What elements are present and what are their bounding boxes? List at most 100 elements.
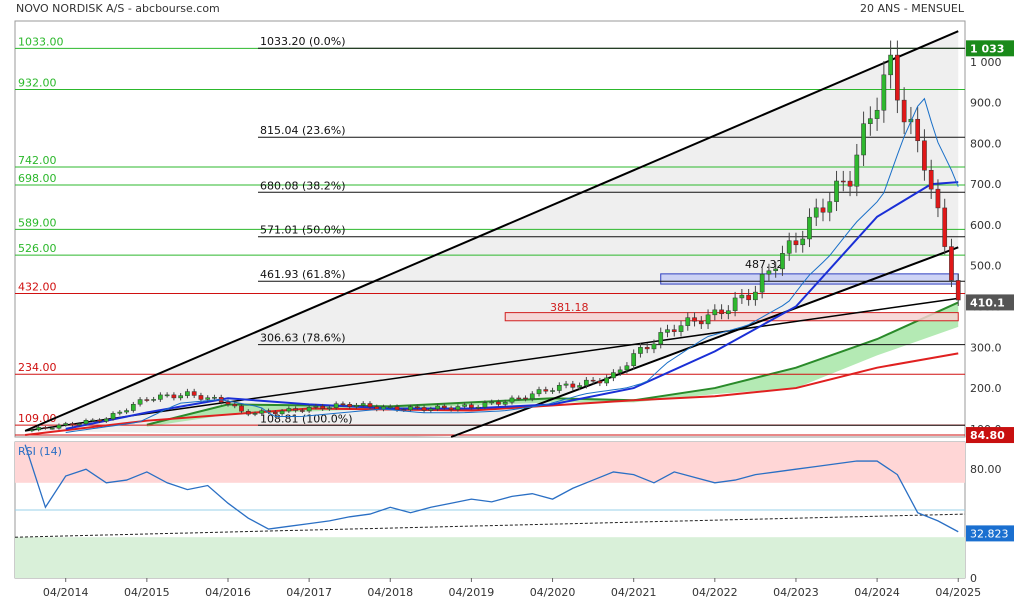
x-axis: 04/2014 04/2015 04/2016 04/2017 04/2018 04/20… [43, 578, 981, 599]
ichimoku-line [65, 97, 959, 433]
candle [644, 347, 650, 350]
candle [847, 180, 853, 187]
candle [813, 207, 819, 218]
candle [171, 394, 177, 399]
ma26-line [65, 181, 959, 430]
ma200-line [25, 352, 959, 436]
candle [313, 405, 319, 408]
candle [820, 207, 826, 213]
x-tick-label: 04/2024 [854, 586, 900, 599]
red-level-label: 109.00 [18, 412, 57, 425]
channel-shading [25, 31, 959, 438]
candle [719, 309, 724, 315]
candle [935, 188, 941, 209]
candle [611, 372, 616, 379]
candle [786, 240, 792, 254]
candle [387, 406, 393, 408]
candle [151, 399, 156, 401]
x-tick-label: 04/2023 [773, 586, 819, 599]
candle [840, 180, 846, 183]
candle [942, 207, 948, 247]
candle [516, 397, 522, 400]
candle [327, 407, 332, 409]
candle [631, 353, 637, 366]
candle [800, 238, 806, 246]
fib-level-label: 680.08 (38.2%) [260, 179, 346, 192]
candle [624, 365, 630, 371]
fib-level-label: 108.81 (100.0%) [260, 412, 353, 425]
channel-upper-line [24, 30, 959, 432]
y-tick-label: 800.0 [970, 137, 1002, 150]
candle [604, 377, 609, 384]
annotation-label: 381.18 [550, 301, 589, 314]
candle [259, 410, 265, 414]
candle [807, 216, 812, 240]
candle [949, 246, 954, 281]
candle [665, 329, 670, 333]
candle [739, 294, 745, 299]
candle [421, 407, 427, 411]
candle [732, 297, 738, 311]
x-tick-label: 04/2015 [124, 586, 170, 599]
candle [286, 408, 292, 412]
candle [76, 423, 82, 426]
y-tick-label: 900.0 [970, 97, 1002, 110]
candle [56, 424, 62, 429]
candle [367, 403, 373, 408]
chart-title: NOVO NORDISK A/S - abcbourse.com [16, 2, 220, 15]
candle [536, 389, 542, 395]
candle [360, 403, 366, 406]
candle [354, 404, 359, 407]
rsi-trend-line [14, 513, 966, 538]
candle [36, 427, 42, 431]
candle [556, 385, 562, 391]
rsi-title: RSI (14) [18, 445, 62, 458]
candle [577, 385, 582, 388]
candle [570, 383, 576, 388]
candle [469, 404, 474, 408]
green-level-label: 932.00 [18, 77, 57, 90]
y-tick-label: 200.0 [970, 382, 1002, 395]
candle [543, 389, 549, 392]
candle [854, 154, 860, 187]
candle [43, 427, 48, 429]
candle [874, 109, 880, 119]
rsi-y-tick: 80.00 [970, 463, 1002, 476]
candle [225, 401, 231, 405]
candle [347, 404, 353, 407]
candle [678, 325, 684, 332]
candle [895, 54, 900, 101]
top-badge-bg [966, 40, 1014, 57]
candle [414, 406, 420, 408]
candle [70, 423, 75, 426]
candle [692, 317, 697, 322]
candle [293, 408, 298, 411]
candle [482, 402, 488, 408]
candle [300, 410, 305, 412]
support-line [25, 297, 959, 432]
green-level-label: 1033.00 [18, 35, 64, 48]
green-level-label: 526.00 [18, 242, 57, 255]
candle [320, 405, 325, 409]
x-tick-label: 04/2020 [530, 586, 576, 599]
chart-period: 20 ANS - MENSUEL [860, 2, 965, 15]
fib-level-label: 461.93 (61.8%) [260, 268, 346, 281]
candle [124, 410, 129, 413]
y-tick-label: 300.0 [970, 341, 1002, 354]
candle [164, 394, 170, 397]
candle [239, 405, 244, 412]
candle [428, 408, 434, 411]
candle [185, 391, 190, 396]
candle [49, 427, 55, 430]
x-tick-label: 04/2021 [611, 586, 657, 599]
y-tick-label: 700.0 [970, 178, 1002, 191]
candle [212, 397, 217, 399]
candle [63, 423, 69, 426]
last-price-badge: 410.1 [970, 296, 1005, 309]
candle [333, 403, 339, 408]
candle [252, 413, 258, 415]
x-tick-label: 04/2018 [367, 586, 413, 599]
candle [705, 314, 711, 325]
candle [178, 395, 184, 399]
fib-level-label: 815.04 (23.6%) [260, 124, 346, 137]
